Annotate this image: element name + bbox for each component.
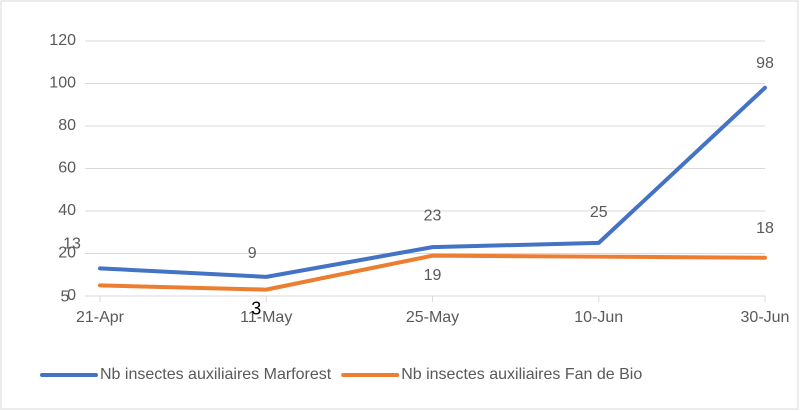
data-label: 25	[590, 204, 608, 221]
y-tick-label: 100	[49, 75, 76, 92]
data-label: 13	[63, 236, 81, 253]
x-tick-label: 21-Apr	[76, 309, 125, 326]
x-tick-label: 30-Jun	[741, 309, 790, 326]
data-label: 5	[61, 289, 70, 306]
data-label: 23	[424, 207, 442, 224]
data-label: 18	[756, 220, 774, 237]
y-tick-label: 40	[58, 202, 76, 219]
y-tick-label: 80	[58, 117, 76, 134]
legend-label: Nb insectes auxiliaires Marforest	[100, 366, 332, 383]
series-line	[98, 85, 767, 279]
y-tick-label: 20	[58, 245, 76, 262]
y-tick-label: 120	[49, 32, 76, 49]
legend-label: Nb insectes auxiliaires Fan de Bio	[401, 366, 642, 383]
y-tick-label: 0	[67, 287, 76, 304]
x-tick-label: 25-May	[406, 309, 459, 326]
series-line	[98, 253, 767, 292]
data-label: 19	[424, 267, 442, 284]
data-label: 98	[756, 55, 774, 72]
data-label: 3	[251, 298, 261, 318]
y-tick-label: 60	[58, 160, 76, 177]
x-tick-label: 11-May	[240, 309, 292, 326]
data-label: 9	[248, 245, 257, 262]
x-tick-label: 10-Jun	[574, 309, 623, 326]
